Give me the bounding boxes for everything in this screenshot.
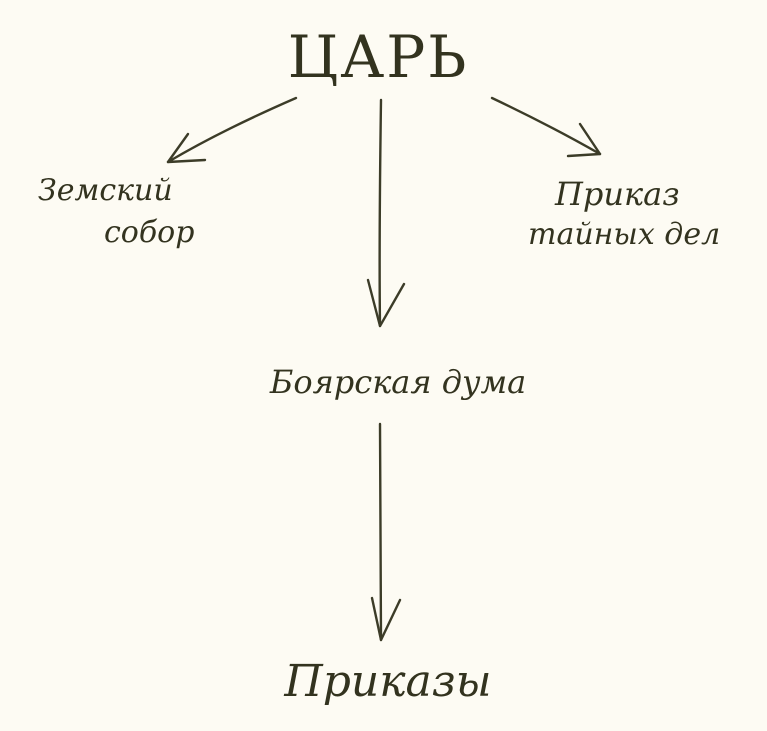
node-zemsky-sobor-line1: Земский [38,173,173,208]
node-boyar-duma: Боярская дума [269,363,527,401]
node-prikazy: Приказы [284,656,492,707]
node-zemsky-sobor-line2: собор [104,215,195,250]
arrow-boyar-duma-to-prikazy [370,422,402,642]
node-secret-prikaz-line2: тайных дел [528,217,721,252]
node-secret-prikaz-line1: Приказ [555,175,680,213]
node-tsar: ЦАРЬ [287,23,469,91]
arrow-tsar-to-secret-prikaz [490,96,602,158]
arrow-tsar-to-boyar-duma [366,98,406,328]
arrow-tsar-to-zemsky-sobor [166,96,298,164]
